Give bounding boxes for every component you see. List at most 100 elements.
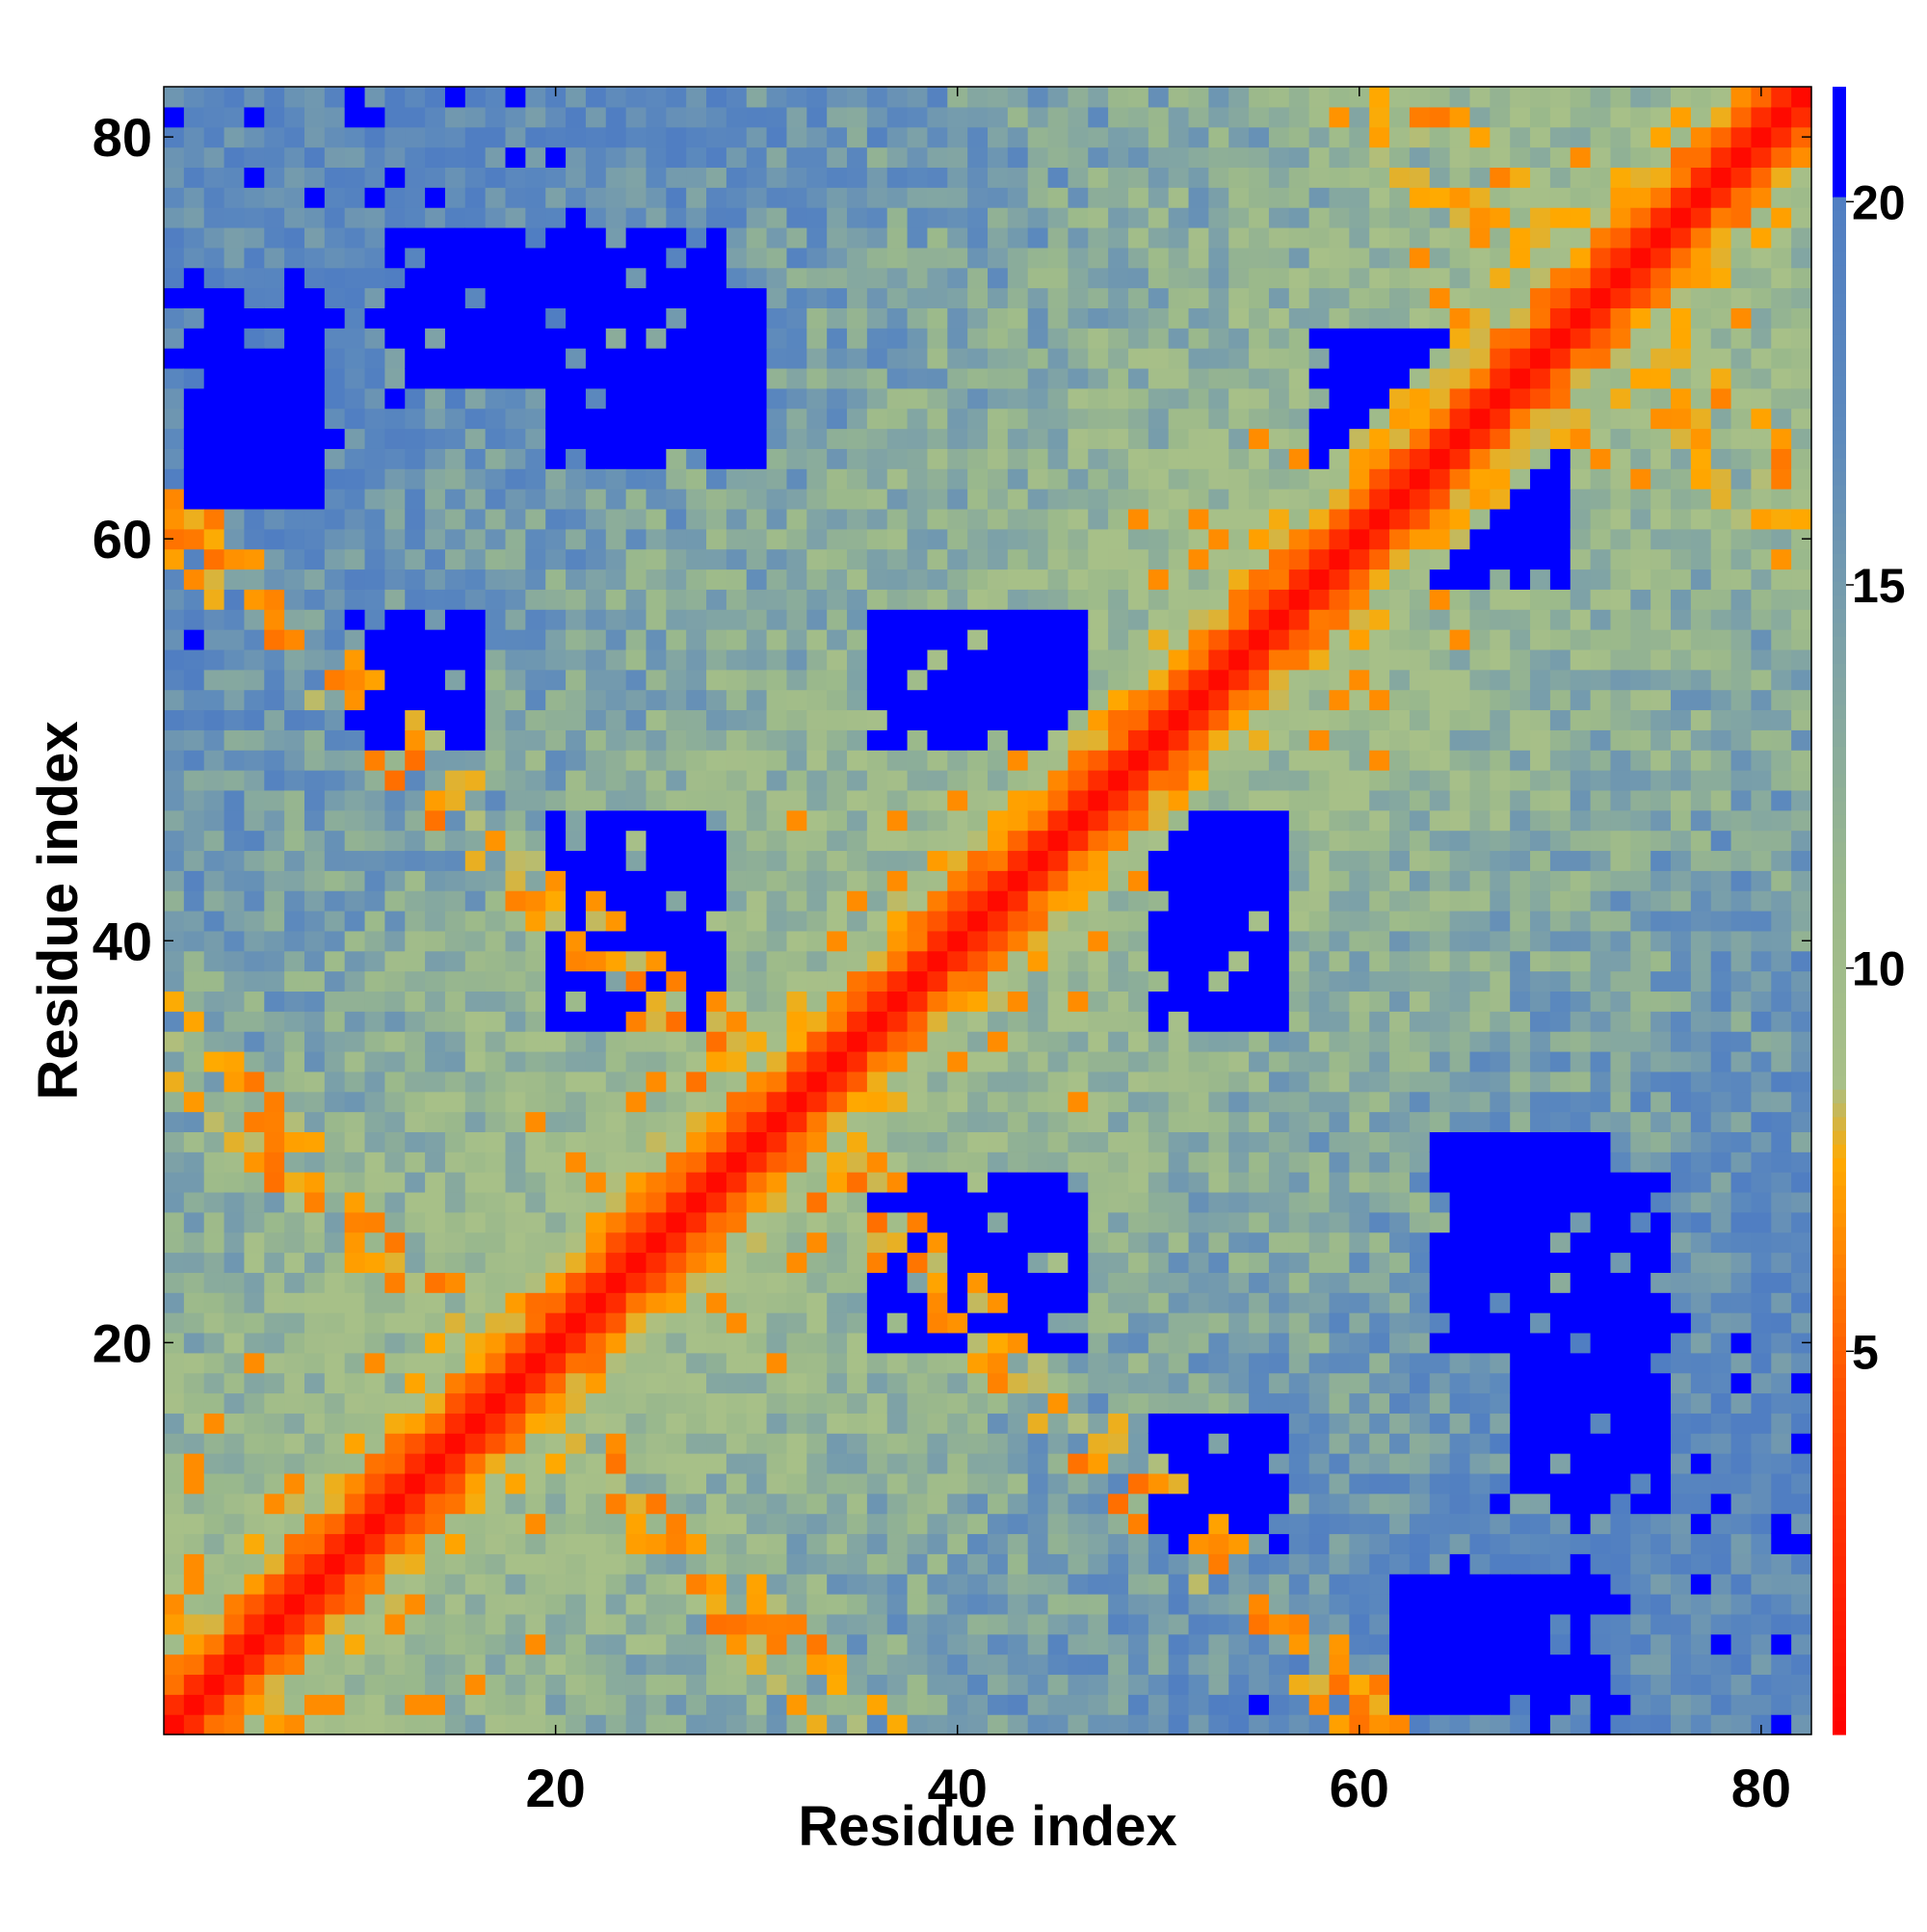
heatmap-cell xyxy=(706,226,727,249)
heatmap-cell xyxy=(585,750,607,771)
heatmap-cell xyxy=(1288,629,1310,650)
heatmap-cell xyxy=(1127,468,1149,490)
heatmap-cell xyxy=(566,307,587,329)
heatmap-cell xyxy=(967,1231,989,1254)
heatmap-cell xyxy=(1127,950,1149,972)
heatmap-cell xyxy=(1027,669,1049,691)
heatmap-cell xyxy=(566,1031,587,1052)
heatmap-cell xyxy=(625,1513,647,1535)
heatmap-cell xyxy=(405,1151,426,1173)
heatmap-cell xyxy=(1168,146,1190,169)
heatmap-cell xyxy=(364,1050,385,1072)
heatmap-cell xyxy=(1228,367,1250,389)
heatmap-cell xyxy=(886,1613,909,1635)
heatmap-cell xyxy=(1108,1071,1129,1093)
heatmap-cell xyxy=(485,1472,507,1495)
heatmap-cell xyxy=(1127,247,1149,269)
heatmap-cell xyxy=(284,167,305,188)
heatmap-cell xyxy=(164,1633,185,1655)
heatmap-cell xyxy=(1148,267,1170,289)
heatmap-cell xyxy=(1188,629,1209,650)
heatmap-cell xyxy=(203,890,225,912)
heatmap-cell xyxy=(947,789,968,811)
heatmap-cell xyxy=(585,146,607,169)
heatmap-cell xyxy=(304,1413,326,1434)
heatmap-cell xyxy=(224,1131,246,1152)
heatmap-cell xyxy=(505,207,526,228)
heatmap-cell xyxy=(1027,167,1049,188)
heatmap-cell xyxy=(947,1513,968,1535)
heatmap-cell xyxy=(766,750,788,771)
heatmap-cell xyxy=(827,1433,848,1454)
heatmap-cell xyxy=(1249,569,1270,590)
heatmap-cell xyxy=(766,1674,788,1695)
heatmap-cell xyxy=(947,1633,968,1655)
heatmap-cell xyxy=(405,648,426,671)
heatmap-cell xyxy=(967,1392,989,1414)
heatmap-cell xyxy=(505,267,526,289)
heatmap-cell xyxy=(967,328,989,349)
heatmap-cell xyxy=(847,287,868,308)
heatmap-cell xyxy=(566,528,587,550)
heatmap-cell xyxy=(1349,1292,1370,1313)
heatmap-cell xyxy=(746,348,768,369)
heatmap-cell xyxy=(625,1472,647,1495)
heatmap-cell xyxy=(646,126,667,148)
heatmap-cell xyxy=(886,1694,909,1715)
heatmap-cell xyxy=(164,106,185,128)
heatmap-cell xyxy=(625,1031,647,1052)
heatmap-cell xyxy=(1228,1332,1250,1354)
heatmap-cell xyxy=(927,1292,948,1313)
heatmap-cell xyxy=(1288,970,1310,992)
heatmap-cell xyxy=(886,629,909,650)
heatmap-cell xyxy=(164,789,185,811)
heatmap-cell xyxy=(746,287,768,308)
heatmap-cell xyxy=(425,207,446,228)
heatmap-cell xyxy=(344,1272,366,1293)
heatmap-cell xyxy=(827,1292,848,1313)
heatmap-cell xyxy=(1088,428,1109,449)
heatmap-cell xyxy=(566,1654,587,1676)
heatmap-cell xyxy=(364,729,385,751)
heatmap-cell xyxy=(545,569,567,590)
heatmap-cell xyxy=(847,1372,868,1394)
heatmap-cell xyxy=(304,187,326,208)
heatmap-cell xyxy=(1268,146,1290,169)
heatmap-cell xyxy=(1108,126,1129,148)
heatmap-cell xyxy=(1127,548,1149,570)
heatmap-cell xyxy=(1349,911,1370,932)
heatmap-cell xyxy=(545,548,567,570)
heatmap-cell xyxy=(1068,1493,1089,1515)
heatmap-cell xyxy=(244,1111,265,1132)
heatmap-cell xyxy=(786,1252,807,1273)
heatmap-cell xyxy=(827,1493,848,1515)
heatmap-cell xyxy=(304,1433,326,1454)
heatmap-cell xyxy=(746,267,768,289)
heatmap-cell xyxy=(545,830,567,852)
heatmap-cell xyxy=(1108,489,1129,510)
heatmap-cell xyxy=(605,569,627,590)
heatmap-cell xyxy=(1268,1312,1290,1334)
heatmap-cell xyxy=(988,950,1009,972)
heatmap-cell xyxy=(1108,1172,1129,1193)
heatmap-cell xyxy=(1308,468,1331,490)
heatmap-cell xyxy=(505,970,526,992)
heatmap-cell xyxy=(1188,1352,1209,1374)
heatmap-cell xyxy=(364,1714,385,1735)
heatmap-cell xyxy=(1068,1674,1089,1695)
heatmap-cell xyxy=(585,1674,607,1695)
heatmap-cell xyxy=(364,1493,385,1515)
heatmap-cell xyxy=(183,629,205,650)
heatmap-cell xyxy=(364,589,385,610)
heatmap-cell xyxy=(1208,1574,1229,1595)
heatmap-cell xyxy=(786,367,807,389)
heatmap-cell xyxy=(847,1131,868,1152)
heatmap-cell xyxy=(244,508,265,530)
heatmap-cell xyxy=(666,709,687,730)
heatmap-cell xyxy=(786,1513,807,1535)
heatmap-cell xyxy=(988,528,1009,550)
heatmap-cell xyxy=(907,648,929,671)
heatmap-cell xyxy=(766,689,788,711)
heatmap-cell xyxy=(545,287,567,308)
heatmap-cell xyxy=(988,1172,1009,1193)
